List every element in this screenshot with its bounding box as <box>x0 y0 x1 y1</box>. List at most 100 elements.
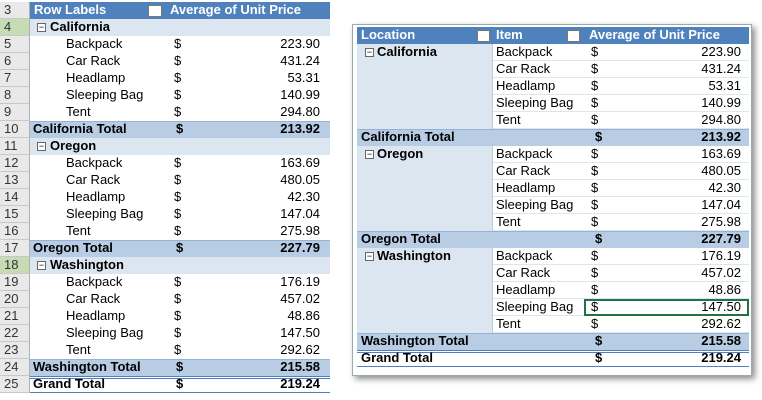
left-pivot: 3 4 5 6 7 8 9 10 11 12 13 14 15 16 17 18 19 20 21 22 23 24 25 R… <box>0 0 332 400</box>
item-row <box>493 265 749 282</box>
value: 53.31 <box>708 78 741 93</box>
item-row <box>493 214 749 231</box>
currency: $ <box>174 291 182 306</box>
item-row <box>493 180 749 197</box>
row-number: 20 <box>0 291 30 308</box>
value: 176.19 <box>280 274 320 289</box>
currency: $ <box>591 299 599 314</box>
item-name: Backpack <box>66 36 123 51</box>
item-name: Headlamp <box>496 180 556 195</box>
header-row <box>30 2 330 19</box>
row-number: 8 <box>0 87 30 104</box>
value: 147.50 <box>701 299 741 314</box>
item-name: Backpack <box>496 44 553 59</box>
value: 457.02 <box>280 291 320 306</box>
currency: $ <box>591 44 599 59</box>
total-label: Oregon Total <box>361 231 441 246</box>
value: 48.86 <box>287 308 320 323</box>
row-number: 25 <box>0 376 30 393</box>
value: 53.31 <box>287 70 320 85</box>
item-name: Tent <box>66 223 91 238</box>
item-row <box>493 163 749 180</box>
currency: $ <box>591 112 599 127</box>
header: Row Labels <box>34 2 107 17</box>
value: 215.58 <box>701 333 741 348</box>
dropdown-icon <box>567 30 580 42</box>
header: Location <box>361 27 416 42</box>
value: 215.58 <box>280 359 320 374</box>
group-name: Oregon <box>377 146 424 161</box>
value: 275.98 <box>701 214 741 229</box>
location-cell <box>357 44 493 129</box>
value: 213.92 <box>280 121 320 136</box>
value: 147.04 <box>280 206 320 221</box>
value: 140.99 <box>701 95 741 110</box>
value: 223.90 <box>701 44 741 59</box>
value: 292.62 <box>280 342 320 357</box>
currency: $ <box>591 282 599 297</box>
item-name: Tent <box>496 214 521 229</box>
value: 294.80 <box>280 104 320 119</box>
currency: $ <box>591 146 599 161</box>
value: 163.69 <box>701 146 741 161</box>
item-name: Tent <box>496 112 521 127</box>
item-name: Headlamp <box>66 308 126 323</box>
currency: $ <box>174 172 182 187</box>
currency: $ <box>591 265 599 280</box>
value: 227.79 <box>280 240 320 255</box>
row-number: 5 <box>0 36 30 53</box>
item-name: Headlamp <box>66 70 126 85</box>
value: 176.19 <box>701 248 741 263</box>
item-name: Car Rack <box>496 265 551 280</box>
currency: $ <box>174 325 182 340</box>
currency: $ <box>591 180 599 195</box>
item-row <box>493 248 749 265</box>
value: 140.99 <box>280 87 320 102</box>
row-number: 7 <box>0 70 30 87</box>
row-number: 17 <box>0 240 30 257</box>
item-row <box>493 112 749 129</box>
row-number: 4 <box>0 19 30 36</box>
collapse-icon: − <box>365 47 374 57</box>
row-number: 10 <box>0 121 30 138</box>
value: 219.24 <box>701 350 741 365</box>
value: 219.24 <box>280 376 320 391</box>
currency: $ <box>591 163 599 178</box>
currency: $ <box>591 248 599 263</box>
row-number: 19 <box>0 274 30 291</box>
item-name: Car Rack <box>66 53 121 68</box>
currency: $ <box>174 308 182 323</box>
right-pivot: Location Item Average of Unit Price − Califo… <box>352 24 752 376</box>
collapse-icon: − <box>37 22 46 32</box>
total-label: California Total <box>33 121 127 136</box>
total-row <box>30 121 330 138</box>
item-name: Backpack <box>66 274 123 289</box>
currency: $ <box>176 376 184 391</box>
filter-icon <box>477 30 490 42</box>
item-name: Tent <box>66 342 91 357</box>
value: 227.79 <box>701 231 741 246</box>
row-number: 11 <box>0 138 30 155</box>
item-row <box>493 197 749 214</box>
total-row <box>30 359 330 376</box>
item-name: Tent <box>496 316 521 331</box>
group-name: Washington <box>50 257 124 272</box>
value: 275.98 <box>280 223 320 238</box>
row-number: 21 <box>0 308 30 325</box>
value: 480.05 <box>701 163 741 178</box>
currency: $ <box>174 104 182 119</box>
filter-icon <box>148 5 162 17</box>
header: Item <box>496 27 523 42</box>
currency: $ <box>595 350 603 365</box>
item-name: Sleeping Bag <box>496 299 574 314</box>
value: 42.30 <box>708 180 741 195</box>
currency: $ <box>591 78 599 93</box>
value: 147.50 <box>280 325 320 340</box>
item-row <box>493 146 749 163</box>
value: 431.24 <box>280 53 320 68</box>
currency: $ <box>174 206 182 221</box>
item-name: Sleeping Bag <box>66 87 144 102</box>
currency: $ <box>595 129 603 144</box>
item-row <box>493 95 749 112</box>
